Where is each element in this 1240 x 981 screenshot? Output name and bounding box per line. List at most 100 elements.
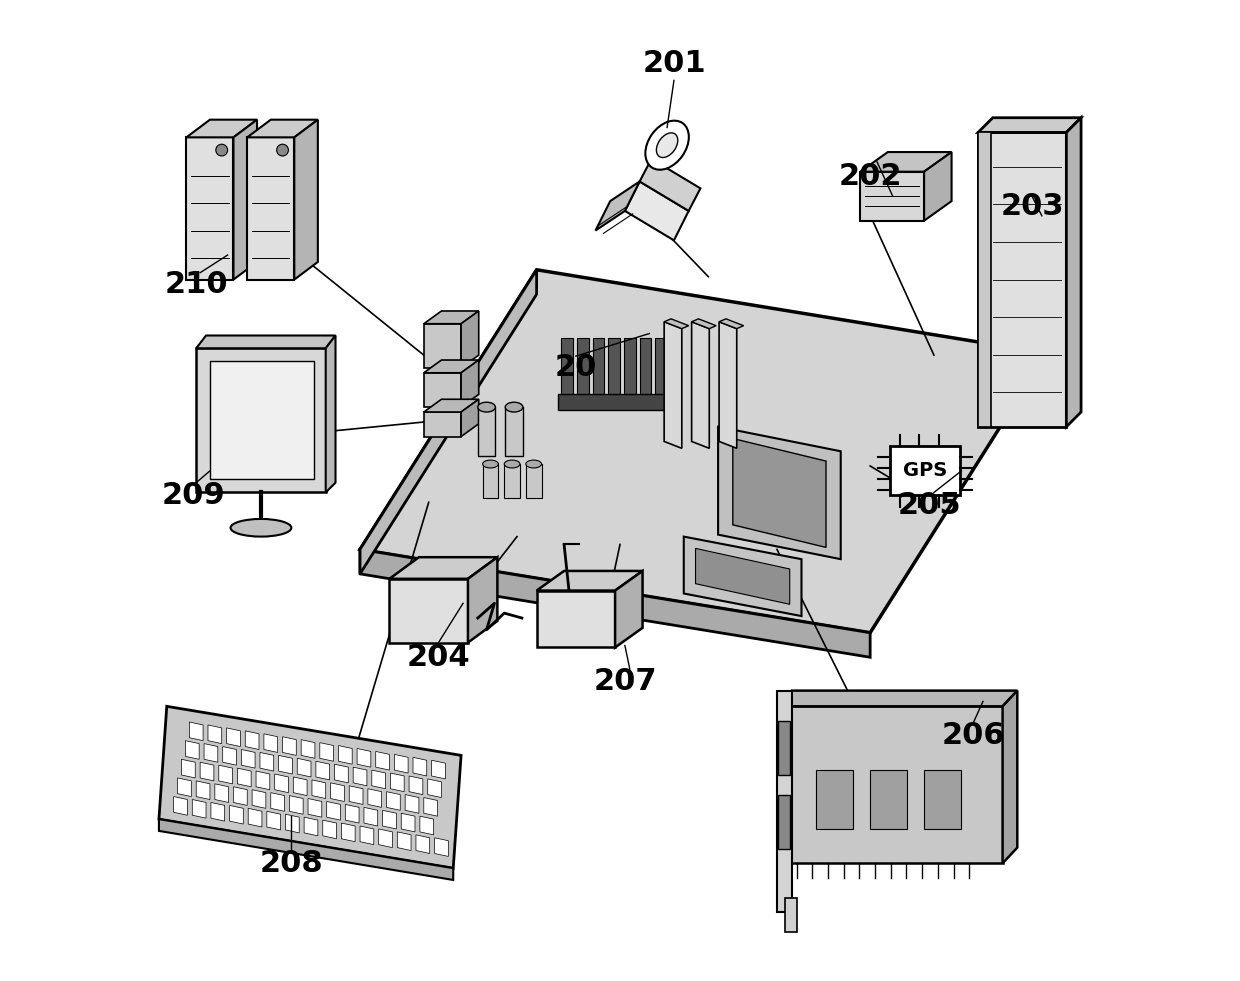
Text: 210: 210 — [165, 270, 228, 299]
Polygon shape — [289, 796, 303, 814]
Polygon shape — [424, 412, 461, 437]
Text: 206: 206 — [941, 721, 1004, 750]
Polygon shape — [924, 152, 951, 221]
Text: 208: 208 — [259, 849, 324, 878]
Polygon shape — [247, 120, 317, 137]
Polygon shape — [595, 181, 640, 231]
Polygon shape — [233, 787, 247, 805]
Polygon shape — [402, 813, 415, 832]
Polygon shape — [298, 758, 311, 777]
Text: 202: 202 — [838, 162, 901, 191]
Polygon shape — [696, 548, 790, 604]
Polygon shape — [326, 801, 341, 820]
Polygon shape — [335, 764, 348, 783]
Polygon shape — [640, 338, 651, 402]
Polygon shape — [237, 768, 252, 787]
Polygon shape — [283, 737, 296, 755]
Polygon shape — [252, 790, 265, 808]
Polygon shape — [461, 360, 479, 407]
Polygon shape — [341, 823, 355, 842]
Polygon shape — [339, 746, 352, 764]
Polygon shape — [461, 399, 479, 437]
Text: 20: 20 — [554, 353, 596, 383]
Polygon shape — [316, 761, 330, 780]
Ellipse shape — [505, 402, 523, 412]
Polygon shape — [387, 792, 401, 810]
Polygon shape — [247, 137, 294, 280]
Polygon shape — [615, 571, 642, 647]
Polygon shape — [424, 373, 461, 407]
Polygon shape — [360, 270, 537, 574]
Ellipse shape — [526, 460, 542, 468]
Polygon shape — [434, 838, 449, 856]
Polygon shape — [413, 757, 427, 776]
Ellipse shape — [477, 402, 496, 412]
Polygon shape — [205, 744, 218, 762]
Polygon shape — [285, 814, 299, 833]
Polygon shape — [389, 557, 497, 579]
Polygon shape — [312, 780, 326, 799]
Polygon shape — [190, 722, 203, 741]
Polygon shape — [562, 338, 573, 402]
Polygon shape — [320, 743, 334, 761]
Polygon shape — [211, 802, 224, 821]
Circle shape — [216, 144, 228, 156]
Polygon shape — [345, 804, 360, 823]
Polygon shape — [368, 789, 382, 807]
Polygon shape — [777, 795, 790, 849]
Polygon shape — [683, 537, 801, 616]
Polygon shape — [624, 338, 636, 402]
Polygon shape — [360, 826, 373, 845]
Polygon shape — [159, 706, 461, 868]
Polygon shape — [210, 361, 314, 479]
Polygon shape — [482, 464, 498, 498]
Polygon shape — [537, 591, 615, 647]
Polygon shape — [777, 721, 790, 775]
Polygon shape — [397, 832, 410, 851]
Polygon shape — [294, 120, 317, 280]
Polygon shape — [655, 338, 667, 402]
Polygon shape — [242, 749, 255, 768]
Polygon shape — [248, 808, 262, 827]
Polygon shape — [428, 779, 441, 798]
Polygon shape — [415, 835, 430, 853]
Polygon shape — [420, 816, 434, 835]
Polygon shape — [625, 181, 688, 240]
Polygon shape — [360, 549, 870, 657]
Polygon shape — [777, 691, 791, 912]
Polygon shape — [279, 755, 293, 774]
Polygon shape — [870, 770, 908, 829]
Polygon shape — [196, 781, 210, 800]
Polygon shape — [365, 807, 378, 826]
Polygon shape — [477, 407, 496, 456]
Circle shape — [277, 144, 289, 156]
Polygon shape — [424, 360, 479, 373]
Polygon shape — [692, 322, 709, 448]
Polygon shape — [665, 322, 682, 448]
Polygon shape — [816, 770, 853, 829]
Polygon shape — [409, 776, 423, 795]
Polygon shape — [777, 691, 1017, 706]
Polygon shape — [537, 571, 642, 591]
Polygon shape — [785, 898, 796, 932]
Polygon shape — [326, 336, 336, 492]
Polygon shape — [692, 319, 717, 329]
Polygon shape — [192, 800, 206, 818]
Text: GPS: GPS — [903, 461, 947, 481]
Polygon shape — [424, 324, 461, 368]
Polygon shape — [229, 805, 243, 824]
Polygon shape — [640, 159, 701, 211]
Polygon shape — [383, 810, 397, 829]
Polygon shape — [196, 348, 326, 492]
Polygon shape — [978, 132, 991, 427]
Polygon shape — [223, 747, 237, 765]
Polygon shape — [777, 706, 1003, 863]
Polygon shape — [1066, 118, 1081, 427]
Text: 201: 201 — [642, 49, 706, 78]
Polygon shape — [200, 762, 213, 781]
Polygon shape — [424, 311, 479, 324]
Polygon shape — [331, 783, 345, 801]
Polygon shape — [301, 740, 315, 758]
Polygon shape — [405, 795, 419, 813]
Polygon shape — [378, 829, 392, 848]
